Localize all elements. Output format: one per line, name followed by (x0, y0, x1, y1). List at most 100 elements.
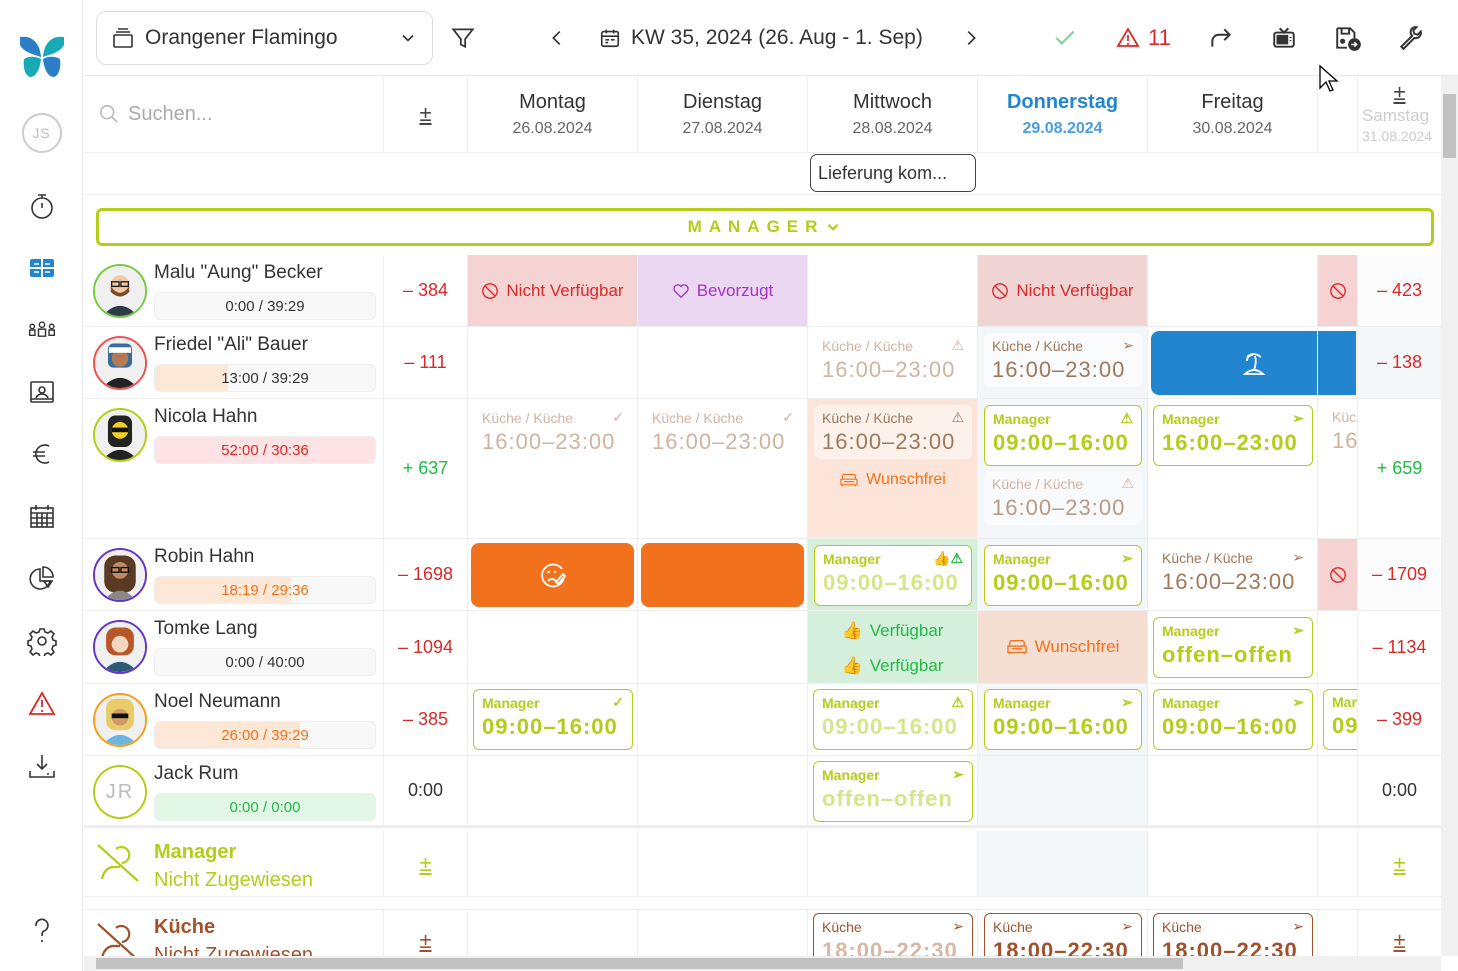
day-cell[interactable] (1148, 756, 1318, 825)
vertical-scrollbar[interactable] (1441, 76, 1458, 956)
day-cell[interactable]: Manager09:00–16:00 (1318, 684, 1358, 755)
day-cell[interactable]: Küche ➢ 18:00–22:30 (808, 910, 978, 956)
save-export-icon[interactable] (1334, 22, 1362, 54)
shift-card[interactable]: Manager09:00–16:00 (1323, 689, 1357, 750)
day-cell[interactable]: Manager ⚠ 09:00–16:00 Küche / Küche ⚠ 16:00–… (978, 399, 1148, 538)
day-cell[interactable]: 👍 Verfügbar 👍 Verfügbar (808, 611, 978, 683)
day-cell[interactable] (638, 327, 808, 398)
sick-leave-block[interactable] (471, 543, 634, 607)
day-cell[interactable] (1318, 611, 1358, 683)
stopwatch-icon[interactable] (0, 186, 83, 226)
add-unassigned-button[interactable]: ± (384, 831, 468, 896)
euro-icon[interactable] (0, 434, 83, 474)
day-cell[interactable] (808, 831, 978, 896)
day-cell[interactable]: Küche ➢ 18:00–22:30 (1148, 910, 1318, 956)
day-cell[interactable]: Manager ➢ 09:00–16:00 (978, 684, 1148, 755)
employee-info[interactable]: Robin Hahn 18:19 / 29:36 (84, 539, 384, 610)
day-cell[interactable]: Bevorzugt (638, 255, 808, 326)
day-cell[interactable]: Manager ➢ offen–offen (808, 756, 978, 825)
employee-info[interactable]: Tomke Lang 0:00 / 40:00 (84, 611, 384, 683)
day-cell[interactable]: Manager ➢ 09:00–16:00 (1148, 684, 1318, 755)
shift-card[interactable]: Küche ➢ 18:00–22:30 (1153, 913, 1313, 956)
shift-card[interactable]: Küche / Küche16:00–23:00 (1332, 409, 1358, 453)
calendar-icon[interactable] (0, 497, 83, 537)
contact-card-icon[interactable] (0, 372, 83, 412)
day-cell[interactable] (1318, 831, 1358, 896)
employee-info[interactable]: Noel Neumann 26:00 / 39:29 (84, 684, 384, 755)
location-select[interactable]: Orangener Flamingo (96, 11, 433, 65)
shift-card[interactable]: Küche ➢ 18:00–22:30 (984, 913, 1142, 956)
day-cell[interactable] (468, 327, 638, 398)
team-icon[interactable] (0, 310, 83, 350)
publish-check-icon[interactable] (1052, 22, 1078, 54)
day-cell[interactable] (978, 756, 1148, 825)
shift-card[interactable]: Manager ➢ offen–offen (813, 761, 973, 822)
butterfly-logo-icon[interactable] (0, 34, 83, 80)
day-cell[interactable] (468, 539, 638, 610)
day-header-tuesday[interactable]: Dienstag 27.08.2024 (638, 76, 808, 153)
day-cell[interactable]: Küche / Küche ⚠ 16:00–23:00 (808, 327, 978, 398)
employee-info[interactable]: Nicola Hahn 52:00 / 30:36 (84, 399, 384, 538)
day-cell[interactable]: Manager ⚠ 09:00–16:00 (808, 684, 978, 755)
week-selector[interactable]: KW 35, 2024 (26. Aug - 1. Sep) (599, 22, 923, 54)
shift-card[interactable]: Manager ✓ 09:00–16:00 (473, 689, 633, 750)
day-cell[interactable]: Küche ➢ 18:00–22:30 (978, 910, 1148, 956)
scrollbar-thumb[interactable] (1443, 94, 1456, 158)
add-unassigned-button[interactable]: ± (384, 910, 468, 956)
prev-week-button[interactable] (546, 22, 568, 54)
shift-card[interactable]: Manager ➢ offen–offen (1153, 617, 1313, 678)
group-header-manager[interactable]: MANAGER (96, 208, 1434, 246)
search-input[interactable]: Suchen... (84, 76, 384, 153)
day-cell[interactable] (1318, 756, 1358, 825)
shift-card[interactable]: Manager ⚠ 09:00–16:00 (813, 689, 973, 750)
day-cell[interactable]: Küche / Küche ➢ 16:00–23:00 (978, 327, 1148, 398)
wrench-icon[interactable] (1397, 22, 1423, 54)
shift-card[interactable]: Küche / Küche ➢ 16:00–23:00 (1162, 549, 1304, 594)
user-avatar[interactable]: JS (0, 113, 83, 153)
gear-icon[interactable] (0, 621, 83, 661)
employee-info[interactable]: Malu "Aung" Becker 0:00 / 39:29 (84, 255, 384, 326)
add-unassigned-right-button[interactable]: ± (1358, 910, 1441, 956)
day-cell[interactable] (978, 831, 1148, 896)
warnings-button[interactable]: 11 (1116, 22, 1171, 54)
sick-leave-block[interactable] (641, 543, 804, 607)
horizontal-scrollbar[interactable] (84, 956, 1441, 971)
day-cell[interactable]: Küche / Küche ⚠ 16:00–23:00 Wunschfrei (808, 399, 978, 538)
shift-card[interactable]: Küche / Küche ⚠ 16:00–23:00 (822, 337, 964, 382)
download-icon[interactable] (0, 747, 83, 787)
day-note[interactable]: Lieferung kom... (810, 154, 976, 192)
day-cell[interactable] (1148, 255, 1318, 326)
shift-card[interactable]: Küche ➢ 18:00–22:30 (813, 913, 973, 956)
shift-card[interactable]: Manager ➢ 16:00–23:00 (1153, 405, 1313, 466)
day-cell[interactable] (468, 831, 638, 896)
day-cell[interactable]: Wunschfrei (978, 611, 1148, 683)
day-cell[interactable] (638, 831, 808, 896)
shift-card[interactable]: Manager ➢ 09:00–16:00 (984, 689, 1142, 750)
day-cell[interactable]: Küche / Küche ➢ 16:00–23:00 (1148, 539, 1318, 610)
day-header-thursday[interactable]: Donnerstag 29.08.2024 (978, 76, 1148, 153)
plus-minus-icon[interactable]: ± (1393, 80, 1406, 105)
day-cell[interactable] (638, 910, 808, 956)
day-header-saturday[interactable]: ± Samstag 31.08.2024 (1358, 76, 1441, 153)
day-cell[interactable] (468, 611, 638, 683)
filter-icon[interactable] (450, 22, 476, 54)
day-cell[interactable]: Küche / Küche ✓ 16:00–23:00 (638, 399, 808, 538)
shift-card[interactable]: Manager ➢ 09:00–16:00 (1153, 689, 1313, 750)
shift-card[interactable]: Küche / Küche ➢ 16:00–23:00 (984, 333, 1142, 387)
warning-icon[interactable] (0, 684, 83, 724)
day-cell[interactable]: Manager ➢ 09:00–16:00 (978, 539, 1148, 610)
day-cell[interactable] (1318, 910, 1358, 956)
pie-chart-icon[interactable] (0, 559, 83, 599)
day-cell[interactable]: Küche / Küche ✓ 16:00–23:00 (468, 399, 638, 538)
shift-card[interactable]: Manager ➢ 09:00–16:00 (984, 545, 1142, 606)
day-cell[interactable] (808, 255, 978, 326)
vacation-block[interactable] (1151, 331, 1356, 395)
day-cell[interactable] (1148, 327, 1358, 398)
schedule-grid-icon[interactable] (0, 248, 83, 288)
day-cell[interactable] (468, 756, 638, 825)
day-header-wednesday[interactable]: Mittwoch 28.08.2024 (808, 76, 978, 153)
add-unassigned-right-button[interactable]: ± (1358, 831, 1441, 896)
toggle-balance-button[interactable]: ± (384, 76, 468, 153)
day-cell[interactable]: Manager ✓ 09:00–16:00 (468, 684, 638, 755)
help-icon[interactable] (0, 911, 83, 951)
